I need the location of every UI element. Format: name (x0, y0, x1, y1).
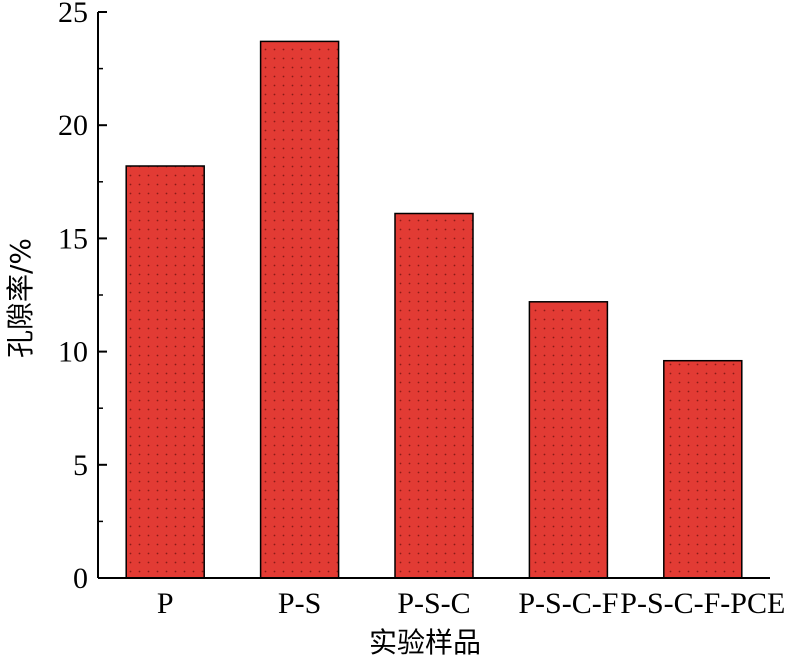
x-tick-label: P-S-C-F (518, 587, 618, 620)
bar-p (125, 165, 205, 579)
bar-p-s-c-f-pce (663, 359, 743, 579)
y-tick-labels: 0 5 10 15 20 25 (58, 0, 88, 595)
x-axis-title: 实验样品 (369, 626, 481, 659)
bars-group (125, 40, 743, 579)
y-tick-label: 5 (73, 449, 88, 482)
y-tick-label: 15 (58, 222, 88, 255)
x-tick-label: P-S-C (397, 587, 470, 620)
bar-p-s (259, 40, 340, 579)
x-tick-label: P-S-C-F-PCE (620, 587, 785, 620)
y-tick-label: 0 (73, 562, 88, 595)
axes-group (97, 11, 770, 579)
bar-p-s-c-f (528, 301, 609, 579)
bar-p-s-c (394, 212, 474, 579)
x-tick-label: P (157, 587, 174, 620)
y-axis-title: 孔隙率/% (4, 238, 37, 358)
x-tick-labels: P P-S P-S-C P-S-C-F P-S-C-F-PCE (157, 587, 785, 620)
y-tick-label: 10 (58, 336, 88, 369)
y-tick-label: 20 (58, 109, 88, 142)
x-tick-label: P-S (278, 587, 321, 620)
y-tick-label: 25 (58, 0, 88, 29)
